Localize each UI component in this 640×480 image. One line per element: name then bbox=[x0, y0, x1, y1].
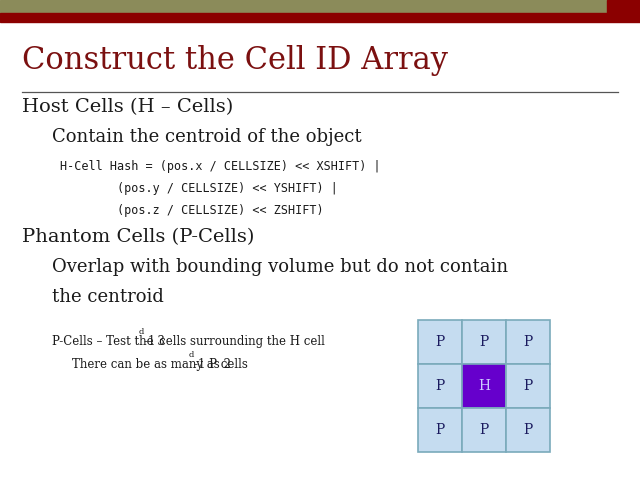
Bar bbox=[462, 364, 506, 408]
Text: Phantom Cells (P-Cells): Phantom Cells (P-Cells) bbox=[22, 228, 254, 246]
Bar bbox=[462, 408, 506, 452]
Text: P: P bbox=[479, 423, 488, 437]
Bar bbox=[0, 13, 640, 22]
Bar bbox=[506, 320, 550, 364]
Text: d: d bbox=[138, 328, 144, 336]
Text: P: P bbox=[524, 423, 532, 437]
Text: There can be as many as 2: There can be as many as 2 bbox=[72, 358, 231, 371]
Text: (pos.z / CELLSIZE) << ZSHIFT): (pos.z / CELLSIZE) << ZSHIFT) bbox=[60, 204, 324, 217]
Text: Contain the centroid of the object: Contain the centroid of the object bbox=[52, 128, 362, 146]
Text: d: d bbox=[189, 351, 194, 359]
Text: P: P bbox=[524, 335, 532, 349]
Text: Host Cells (H – Cells): Host Cells (H – Cells) bbox=[22, 98, 233, 116]
Text: P: P bbox=[435, 335, 445, 349]
Text: P: P bbox=[524, 379, 532, 393]
Bar bbox=[462, 320, 506, 364]
Text: (pos.y / CELLSIZE) << YSHIFT) |: (pos.y / CELLSIZE) << YSHIFT) | bbox=[60, 182, 338, 195]
Text: -1 P cells: -1 P cells bbox=[194, 358, 248, 371]
Text: H-Cell Hash = (pos.x / CELLSIZE) << XSHIFT) |: H-Cell Hash = (pos.x / CELLSIZE) << XSHI… bbox=[60, 160, 381, 173]
Text: H: H bbox=[478, 379, 490, 393]
Bar bbox=[607, 0, 640, 13]
Text: P: P bbox=[479, 335, 488, 349]
Text: P: P bbox=[435, 379, 445, 393]
Text: the centroid: the centroid bbox=[52, 288, 164, 306]
Bar bbox=[418, 364, 462, 408]
Bar bbox=[0, 0, 607, 13]
Text: Construct the Cell ID Array: Construct the Cell ID Array bbox=[22, 45, 448, 76]
Bar bbox=[418, 320, 462, 364]
Text: P: P bbox=[435, 423, 445, 437]
Bar bbox=[506, 364, 550, 408]
Text: Overlap with bounding volume but do not contain: Overlap with bounding volume but do not … bbox=[52, 258, 508, 276]
Text: -1 cells surrounding the H cell: -1 cells surrounding the H cell bbox=[144, 335, 325, 348]
Bar bbox=[506, 408, 550, 452]
Bar bbox=[418, 408, 462, 452]
Text: P-Cells – Test the 3: P-Cells – Test the 3 bbox=[52, 335, 165, 348]
